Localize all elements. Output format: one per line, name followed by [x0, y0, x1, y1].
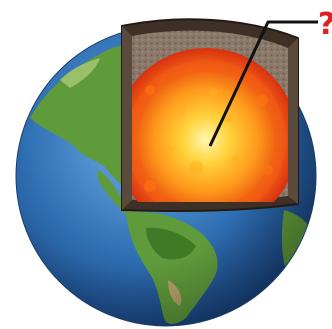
core-texture	[166, 88, 241, 175]
cutaway-wedge	[121, 18, 299, 213]
question-mark: ?	[318, 7, 332, 42]
inner-core-layer	[138, 72, 274, 202]
callout-line	[208, 20, 318, 147]
